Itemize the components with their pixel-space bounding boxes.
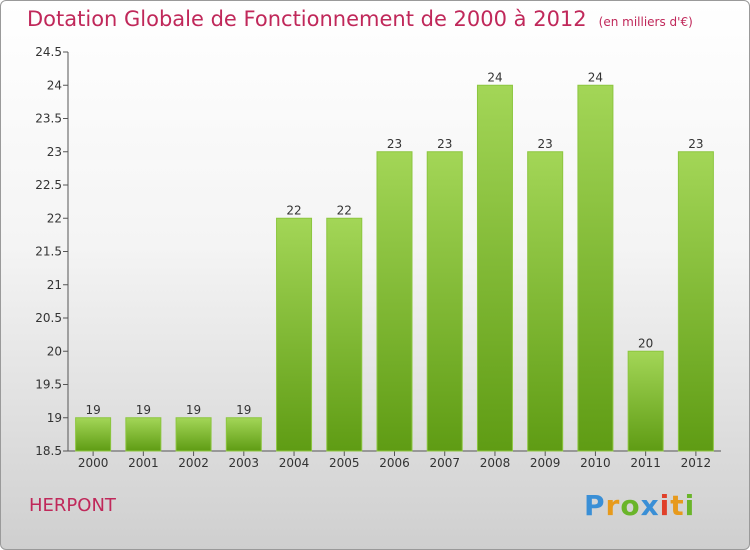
bar-value-label: 19 <box>136 403 151 417</box>
x-tick-label: 2009 <box>530 456 561 470</box>
bar-2010 <box>577 84 614 452</box>
x-tick-label: 2005 <box>329 456 360 470</box>
y-tick-label: 24 <box>47 78 62 92</box>
x-tick-label: 2002 <box>178 456 209 470</box>
y-tick-label: 19.5 <box>35 378 62 392</box>
y-tick-label: 18.5 <box>35 444 62 458</box>
bar-2008 <box>476 84 513 452</box>
bar-value-label: 19 <box>85 403 100 417</box>
bar-value-label: 22 <box>337 203 352 217</box>
y-tick-label: 23 <box>47 145 62 159</box>
bar-value-label: 20 <box>638 336 653 350</box>
x-tick-label: 2007 <box>429 456 460 470</box>
bar-value-label: 19 <box>236 403 251 417</box>
bar-2005 <box>326 217 363 452</box>
commune-name: HERPONT <box>29 495 116 516</box>
y-tick-label: 22 <box>47 211 62 225</box>
y-tick-label: 22.5 <box>35 178 62 192</box>
bar-2002 <box>175 417 212 452</box>
bar-2012 <box>677 151 714 452</box>
bar-2003 <box>225 417 262 452</box>
chart-unit: (en milliers d'€) <box>598 15 693 29</box>
bar-value-label: 24 <box>487 70 502 84</box>
x-tick-label: 2012 <box>681 456 712 470</box>
bar-2004 <box>276 217 313 452</box>
bar-2007 <box>426 151 463 452</box>
bar-value-label: 22 <box>286 203 301 217</box>
bar-2011 <box>627 350 664 452</box>
y-tick-label: 21 <box>47 278 62 292</box>
x-tick-label: 2004 <box>279 456 310 470</box>
chart-title: Dotation Globale de Fonctionnement de 20… <box>27 7 693 31</box>
bar-2009 <box>527 151 564 452</box>
x-tick-label: 2011 <box>630 456 661 470</box>
bar-value-label: 23 <box>437 137 452 151</box>
y-tick-label: 20 <box>47 344 62 358</box>
bar-2000 <box>75 417 112 452</box>
x-tick-label: 2003 <box>229 456 260 470</box>
bar-2006 <box>376 151 413 452</box>
bar-2001 <box>125 417 162 452</box>
y-tick-label: 21.5 <box>35 245 62 259</box>
bar-value-label: 19 <box>186 403 201 417</box>
bar-value-label: 23 <box>387 137 402 151</box>
bar-value-label: 24 <box>588 70 603 84</box>
y-tick-label: 24.5 <box>35 45 62 59</box>
y-tick-label: 23.5 <box>35 112 62 126</box>
proxiti-logo: Proxiti <box>584 489 696 522</box>
x-tick-label: 2000 <box>78 456 109 470</box>
y-tick-label: 20.5 <box>35 311 62 325</box>
bar-value-label: 23 <box>538 137 553 151</box>
chart-bars: 19 19 19 19 22 22 23 23 24 23 24 20 23 <box>75 70 714 452</box>
chart-axes: 18.5 19 19.5 20 20.5 21 21.5 22 22.5 23 23.5 24 24.5… <box>35 45 721 470</box>
x-tick-label: 2001 <box>128 456 159 470</box>
bar-value-label: 23 <box>688 137 703 151</box>
x-tick-label: 2008 <box>480 456 511 470</box>
chart-title-text: Dotation Globale de Fonctionnement de 20… <box>27 7 587 31</box>
y-tick-label: 19 <box>47 411 62 425</box>
x-tick-label: 2006 <box>379 456 410 470</box>
x-tick-label: 2010 <box>580 456 611 470</box>
